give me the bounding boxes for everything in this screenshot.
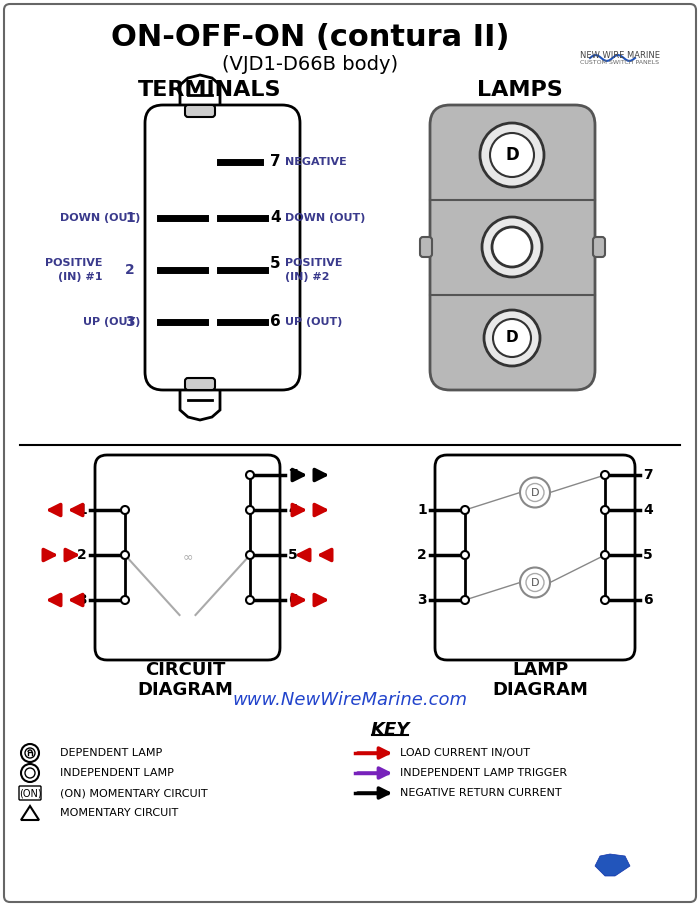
Circle shape — [25, 768, 35, 778]
Circle shape — [121, 551, 129, 559]
Text: MOMENTARY CIRCUIT: MOMENTARY CIRCUIT — [60, 808, 178, 818]
Text: 1: 1 — [77, 503, 87, 517]
Text: 6: 6 — [270, 314, 281, 330]
Circle shape — [480, 123, 544, 187]
Text: 7: 7 — [643, 468, 652, 482]
FancyBboxPatch shape — [420, 237, 432, 257]
Circle shape — [493, 319, 531, 357]
FancyBboxPatch shape — [435, 455, 635, 660]
FancyBboxPatch shape — [593, 237, 605, 257]
Circle shape — [484, 310, 540, 366]
Text: INDEPENDENT LAMP: INDEPENDENT LAMP — [60, 768, 174, 778]
Text: CIRCUIT
DIAGRAM: CIRCUIT DIAGRAM — [137, 660, 233, 699]
FancyBboxPatch shape — [185, 378, 215, 390]
Text: 6: 6 — [288, 593, 298, 607]
Text: 5: 5 — [643, 548, 652, 562]
Text: DOWN (OUT): DOWN (OUT) — [285, 213, 365, 223]
Text: ∞: ∞ — [182, 551, 192, 564]
Circle shape — [601, 471, 609, 479]
Text: UP (OUT): UP (OUT) — [285, 317, 342, 327]
Circle shape — [601, 551, 609, 559]
Circle shape — [492, 227, 532, 267]
Text: 3: 3 — [78, 593, 87, 607]
Circle shape — [246, 506, 254, 514]
Text: D: D — [505, 146, 519, 164]
Circle shape — [121, 506, 129, 514]
Text: 5: 5 — [288, 548, 298, 562]
Text: ON-OFF-ON (contura II): ON-OFF-ON (contura II) — [111, 24, 510, 53]
Text: DEPENDENT LAMP: DEPENDENT LAMP — [60, 748, 162, 758]
Text: LAMPS: LAMPS — [477, 80, 563, 100]
Text: 1: 1 — [417, 503, 427, 517]
Text: TERMINALS: TERMINALS — [139, 80, 281, 100]
Text: 2: 2 — [417, 548, 427, 562]
Text: DOWN (OUT): DOWN (OUT) — [60, 213, 140, 223]
Text: KEY: KEY — [370, 721, 410, 739]
Circle shape — [246, 551, 254, 559]
Text: 3: 3 — [417, 593, 427, 607]
Text: 3: 3 — [125, 315, 135, 329]
FancyBboxPatch shape — [19, 786, 41, 800]
Text: 2: 2 — [77, 548, 87, 562]
Text: POSITIVE: POSITIVE — [285, 258, 342, 268]
Circle shape — [246, 471, 254, 479]
Circle shape — [246, 596, 254, 604]
Text: (IN) #2: (IN) #2 — [285, 272, 330, 282]
Text: (ON): (ON) — [19, 788, 41, 798]
Text: D: D — [531, 577, 539, 587]
Circle shape — [601, 506, 609, 514]
FancyBboxPatch shape — [95, 455, 280, 660]
Circle shape — [461, 596, 469, 604]
FancyBboxPatch shape — [145, 105, 300, 390]
Text: NEGATIVE: NEGATIVE — [285, 157, 346, 167]
Circle shape — [121, 596, 129, 604]
Circle shape — [520, 567, 550, 597]
Circle shape — [461, 551, 469, 559]
Text: www.NewWireMarine.com: www.NewWireMarine.com — [232, 691, 468, 709]
Text: 1: 1 — [125, 211, 135, 225]
Text: (IN) #1: (IN) #1 — [57, 272, 102, 282]
Text: 7: 7 — [270, 155, 281, 169]
Text: D: D — [505, 331, 518, 345]
Circle shape — [482, 217, 542, 277]
Text: NEGATIVE RETURN CURRENT: NEGATIVE RETURN CURRENT — [400, 788, 561, 798]
Text: NEW WIRE MARINE: NEW WIRE MARINE — [580, 51, 660, 60]
Text: (ON) MOMENTARY CIRCUIT: (ON) MOMENTARY CIRCUIT — [60, 788, 208, 798]
Text: 7: 7 — [288, 468, 298, 482]
Circle shape — [461, 506, 469, 514]
Text: 2: 2 — [125, 263, 135, 277]
FancyBboxPatch shape — [430, 105, 595, 390]
Circle shape — [526, 484, 544, 502]
Text: 4: 4 — [270, 210, 281, 226]
Text: 6: 6 — [643, 593, 652, 607]
Polygon shape — [21, 806, 39, 820]
Text: CUSTOM SWITCH PANELS: CUSTOM SWITCH PANELS — [580, 61, 659, 65]
Circle shape — [21, 744, 39, 762]
Text: 4: 4 — [643, 503, 652, 517]
Circle shape — [490, 133, 534, 177]
Circle shape — [520, 477, 550, 507]
Text: LOAD CURRENT IN/OUT: LOAD CURRENT IN/OUT — [400, 748, 530, 758]
Text: 4: 4 — [288, 503, 298, 517]
Circle shape — [21, 764, 39, 782]
Text: POSITIVE: POSITIVE — [45, 258, 102, 268]
Circle shape — [601, 596, 609, 604]
Text: 5: 5 — [270, 255, 281, 271]
FancyBboxPatch shape — [185, 105, 215, 117]
Text: LAMP
DIAGRAM: LAMP DIAGRAM — [492, 660, 588, 699]
Circle shape — [526, 573, 544, 592]
Text: UP (OUT): UP (OUT) — [83, 317, 140, 327]
Polygon shape — [595, 854, 630, 876]
Circle shape — [25, 748, 35, 758]
Text: (VJD1-D66B body): (VJD1-D66B body) — [222, 55, 398, 74]
Text: D: D — [531, 487, 539, 497]
Text: INDEPENDENT LAMP TRIGGER: INDEPENDENT LAMP TRIGGER — [400, 768, 567, 778]
